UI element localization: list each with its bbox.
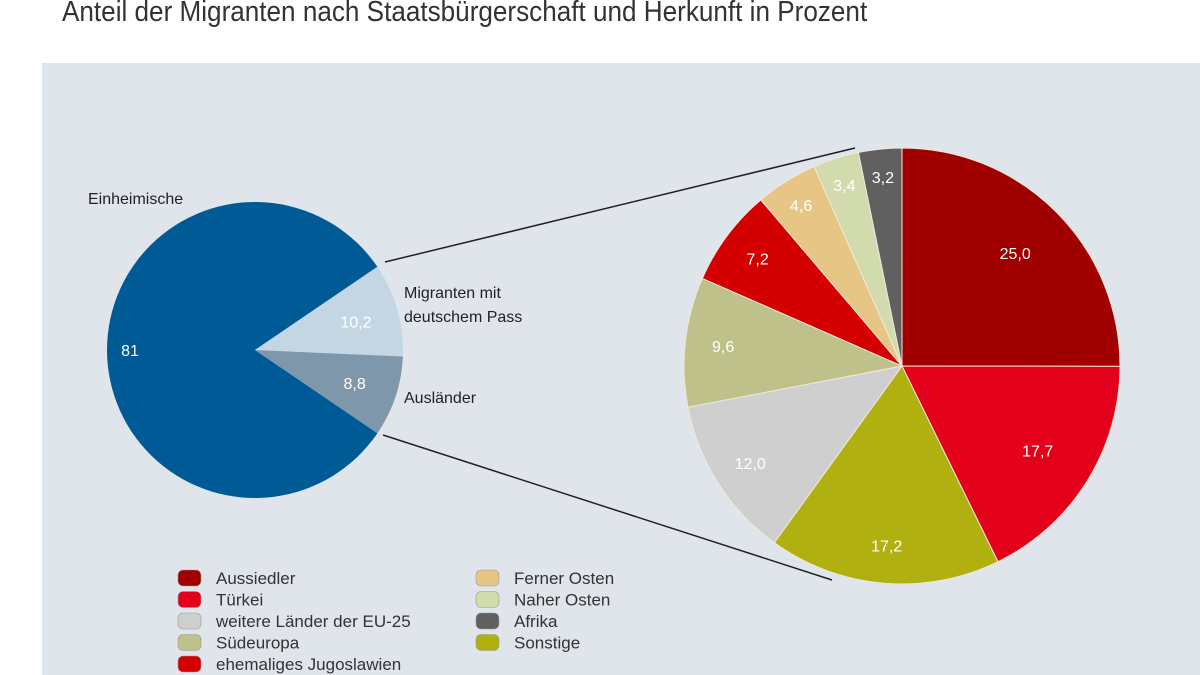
label-migranten-line1: Migranten mit: [404, 285, 501, 302]
legend-label-naher-osten: Naher Osten: [514, 591, 610, 610]
data-label-ehemaliges-jugoslawien: 7,2: [746, 252, 768, 269]
legend-label-ehemaliges-jugoslawien: ehemaliges Jugoslawien: [216, 655, 401, 674]
connector-line-top: [384, 147, 856, 263]
legend-swatch-afrika: [475, 612, 500, 630]
legend-label-tuerkei: Türkei: [216, 591, 263, 610]
label-migranten-line2: deutschem Pass: [404, 309, 522, 326]
legend-label-ferner-osten: Ferner Osten: [514, 569, 614, 588]
legend-swatch-naher-osten: [475, 591, 500, 608]
legend-swatch-weitere-laender-der-eu-25: [177, 612, 202, 630]
legend-label-afrika: Afrika: [514, 612, 558, 631]
data-label-weitere-laender-der-eu-25: 12,0: [735, 456, 766, 473]
data-label-suedeuropa: 9,6: [712, 339, 734, 356]
data-label-ferner-osten: 4,6: [790, 198, 812, 215]
legend-swatch-ehemaliges-jugoslawien: [177, 655, 202, 673]
pie-slice-suedeuropa: [683, 277, 904, 408]
legend-swatch-aussiedler: [177, 569, 202, 587]
data-label-afrika: 3,2: [872, 170, 894, 187]
legend-swatch-suedeuropa: [177, 634, 202, 651]
legend-label-aussiedler: Aussiedler: [216, 569, 296, 588]
pie-slice-tuerkei: [901, 365, 1121, 563]
data-label-auslaender: 8,8: [344, 376, 366, 393]
connector-line-bottom: [382, 434, 833, 581]
pie-slice-weitere-laender-der-eu-25: [687, 365, 904, 544]
pie-slice-auslaender: [255, 350, 403, 434]
data-label-einheimische: 81: [121, 343, 139, 360]
data-label-aussiedler: 25,0: [1000, 246, 1031, 263]
data-label-naher-osten: 3,4: [833, 178, 855, 195]
pie-slice-aussiedler: [901, 147, 1121, 367]
label-einheimische: Einheimische: [88, 191, 183, 208]
pie-slice-migranten-mit-deutschem-pass: [255, 266, 403, 357]
pie-slice-ehemaliges-jugoslawien: [701, 199, 903, 367]
data-label-sonstige: 17,2: [871, 538, 902, 555]
data-label-migranten-mit-deutschem-pass: 10,2: [340, 314, 371, 331]
pie-slice-einheimische: [107, 202, 378, 498]
legend-label-suedeuropa: Südeuropa: [216, 634, 300, 653]
pie-slice-sonstige: [773, 365, 999, 585]
legend-swatch-ferner-osten: [475, 569, 500, 587]
chart-title: Anteil der Migranten nach Staatsbürgersc…: [62, 0, 868, 28]
label-auslaender: Ausländer: [404, 390, 477, 407]
pie-slice-afrika: [857, 147, 903, 367]
legend-swatch-tuerkei: [177, 591, 202, 608]
legend-label-weitere-laender-der-eu-25: weitere Länder der EU-25: [215, 612, 411, 631]
legend-label-sonstige: Sonstige: [514, 634, 580, 653]
legend-swatch-sonstige: [475, 634, 500, 651]
data-label-tuerkei: 17,7: [1022, 444, 1053, 461]
